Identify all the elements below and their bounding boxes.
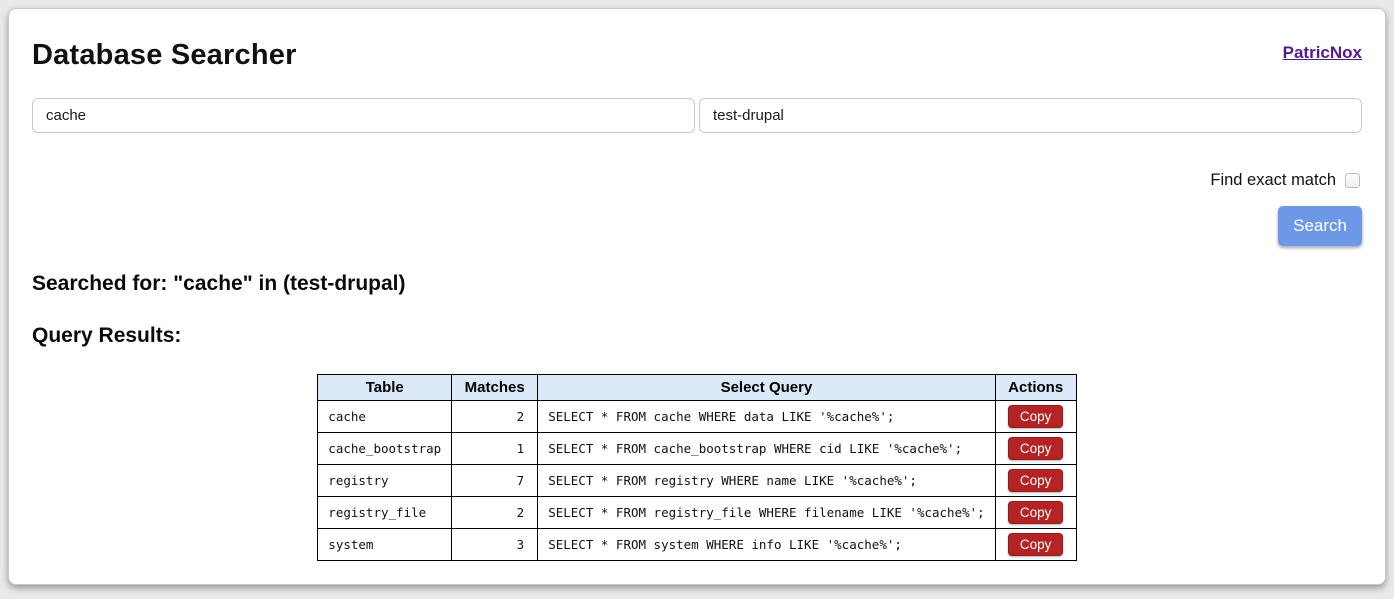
matches-cell: 1	[451, 432, 539, 465]
copy-button[interactable]: Copy	[1007, 437, 1064, 460]
table-row: cache 2 SELECT * FROM cache WHERE data L…	[317, 400, 1077, 433]
results-table-body: cache 2 SELECT * FROM cache WHERE data L…	[317, 400, 1077, 561]
author-link[interactable]: PatricNox	[1282, 43, 1362, 62]
matches-cell: 2	[451, 400, 539, 433]
table-row: system 3 SELECT * FROM system WHERE info…	[317, 528, 1077, 561]
column-header-actions: Actions	[994, 374, 1077, 401]
results-table: Table Matches Select Query Actions cache…	[317, 374, 1077, 561]
search-button[interactable]: Search	[1278, 206, 1362, 246]
query-cell: SELECT * FROM registry_file WHERE filena…	[537, 496, 996, 529]
actions-cell: Copy	[994, 432, 1077, 465]
table-name-cell: cache	[317, 400, 453, 433]
copy-button[interactable]: Copy	[1007, 501, 1064, 524]
database-name-input[interactable]	[699, 98, 1362, 133]
searched-for-heading: Searched for: "cache" in (test-drupal)	[32, 272, 406, 295]
table-name-cell: registry	[317, 464, 453, 497]
table-name-cell: cache_bootstrap	[317, 432, 453, 465]
table-row: registry 7 SELECT * FROM registry WHERE …	[317, 464, 1077, 497]
table-name-cell: system	[317, 528, 453, 561]
header: Database Searcher PatricNox	[32, 39, 1362, 72]
table-name-cell: registry_file	[317, 496, 453, 529]
copy-button[interactable]: Copy	[1007, 405, 1064, 428]
actions-cell: Copy	[994, 496, 1077, 529]
exact-match-checkbox[interactable]	[1345, 173, 1360, 188]
column-header-table: Table	[317, 374, 453, 401]
app-card: Database Searcher PatricNox Find exact m…	[8, 8, 1386, 585]
copy-button[interactable]: Copy	[1007, 533, 1064, 556]
query-results-heading: Query Results:	[32, 324, 182, 347]
query-cell: SELECT * FROM cache WHERE data LIKE '%ca…	[537, 400, 996, 433]
table-row: registry_file 2 SELECT * FROM registry_f…	[317, 496, 1077, 529]
query-cell: SELECT * FROM registry WHERE name LIKE '…	[537, 464, 996, 497]
search-button-row: Search	[32, 206, 1362, 246]
table-row: cache_bootstrap 1 SELECT * FROM cache_bo…	[317, 432, 1077, 465]
search-form	[32, 98, 1362, 133]
matches-cell: 3	[451, 528, 539, 561]
page-title: Database Searcher	[32, 39, 297, 71]
column-header-matches: Matches	[451, 374, 539, 401]
exact-match-label: Find exact match	[1210, 171, 1336, 189]
actions-cell: Copy	[994, 464, 1077, 497]
search-term-input[interactable]	[32, 98, 695, 133]
matches-cell: 2	[451, 496, 539, 529]
matches-cell: 7	[451, 464, 539, 497]
query-cell: SELECT * FROM cache_bootstrap WHERE cid …	[537, 432, 996, 465]
query-cell: SELECT * FROM system WHERE info LIKE '%c…	[537, 528, 996, 561]
copy-button[interactable]: Copy	[1007, 469, 1064, 492]
column-header-query: Select Query	[537, 374, 996, 401]
results-table-head: Table Matches Select Query Actions	[317, 374, 1077, 401]
exact-match-row: Find exact match	[32, 171, 1362, 190]
actions-cell: Copy	[994, 400, 1077, 433]
actions-cell: Copy	[994, 528, 1077, 561]
